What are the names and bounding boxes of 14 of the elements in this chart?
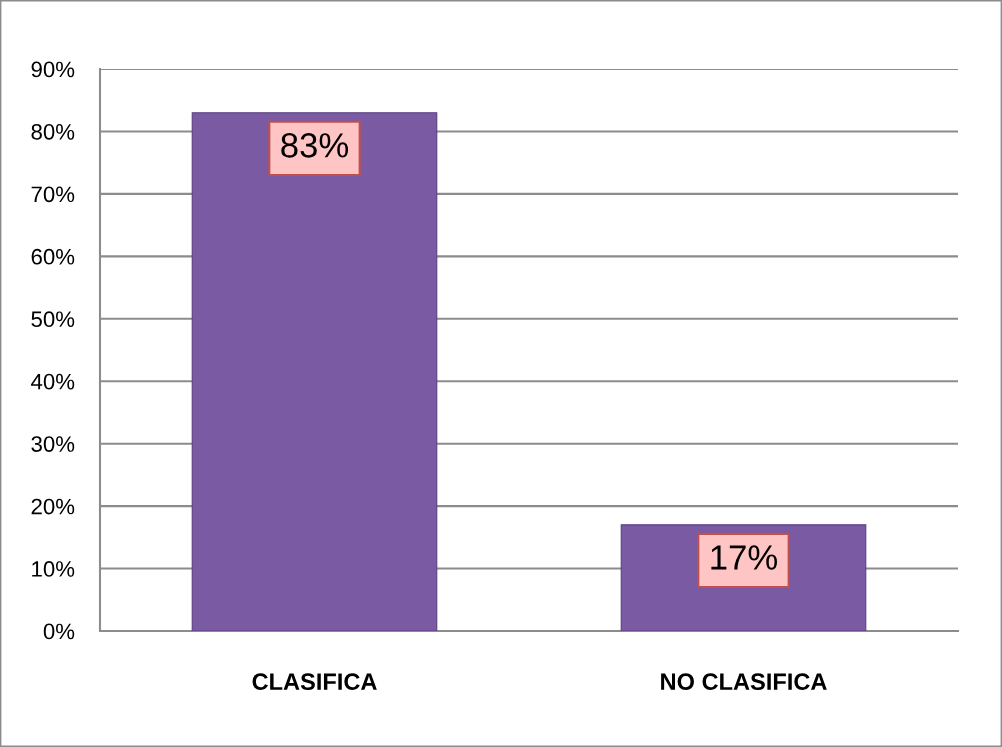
y-tick-label: 80%: [31, 123, 75, 140]
data-label: 17%: [711, 545, 778, 570]
y-tick-label: 90%: [31, 61, 75, 78]
y-tick-label: 30%: [31, 436, 75, 452]
y-tick-label: 40%: [31, 373, 75, 390]
y-tick-label: 20%: [31, 498, 75, 515]
y-tick-label: 50%: [31, 311, 75, 328]
y-tick-label: 70%: [31, 186, 75, 203]
x-tick-label: CLASIFICA: [252, 673, 377, 691]
data-label: 83%: [281, 133, 349, 158]
y-tick-label: 0%: [43, 623, 75, 640]
y-tick-label: 60%: [31, 248, 75, 265]
y-tick-label: 10%: [32, 561, 75, 577]
x-tick-label: NO CLASIFICA: [661, 673, 827, 691]
